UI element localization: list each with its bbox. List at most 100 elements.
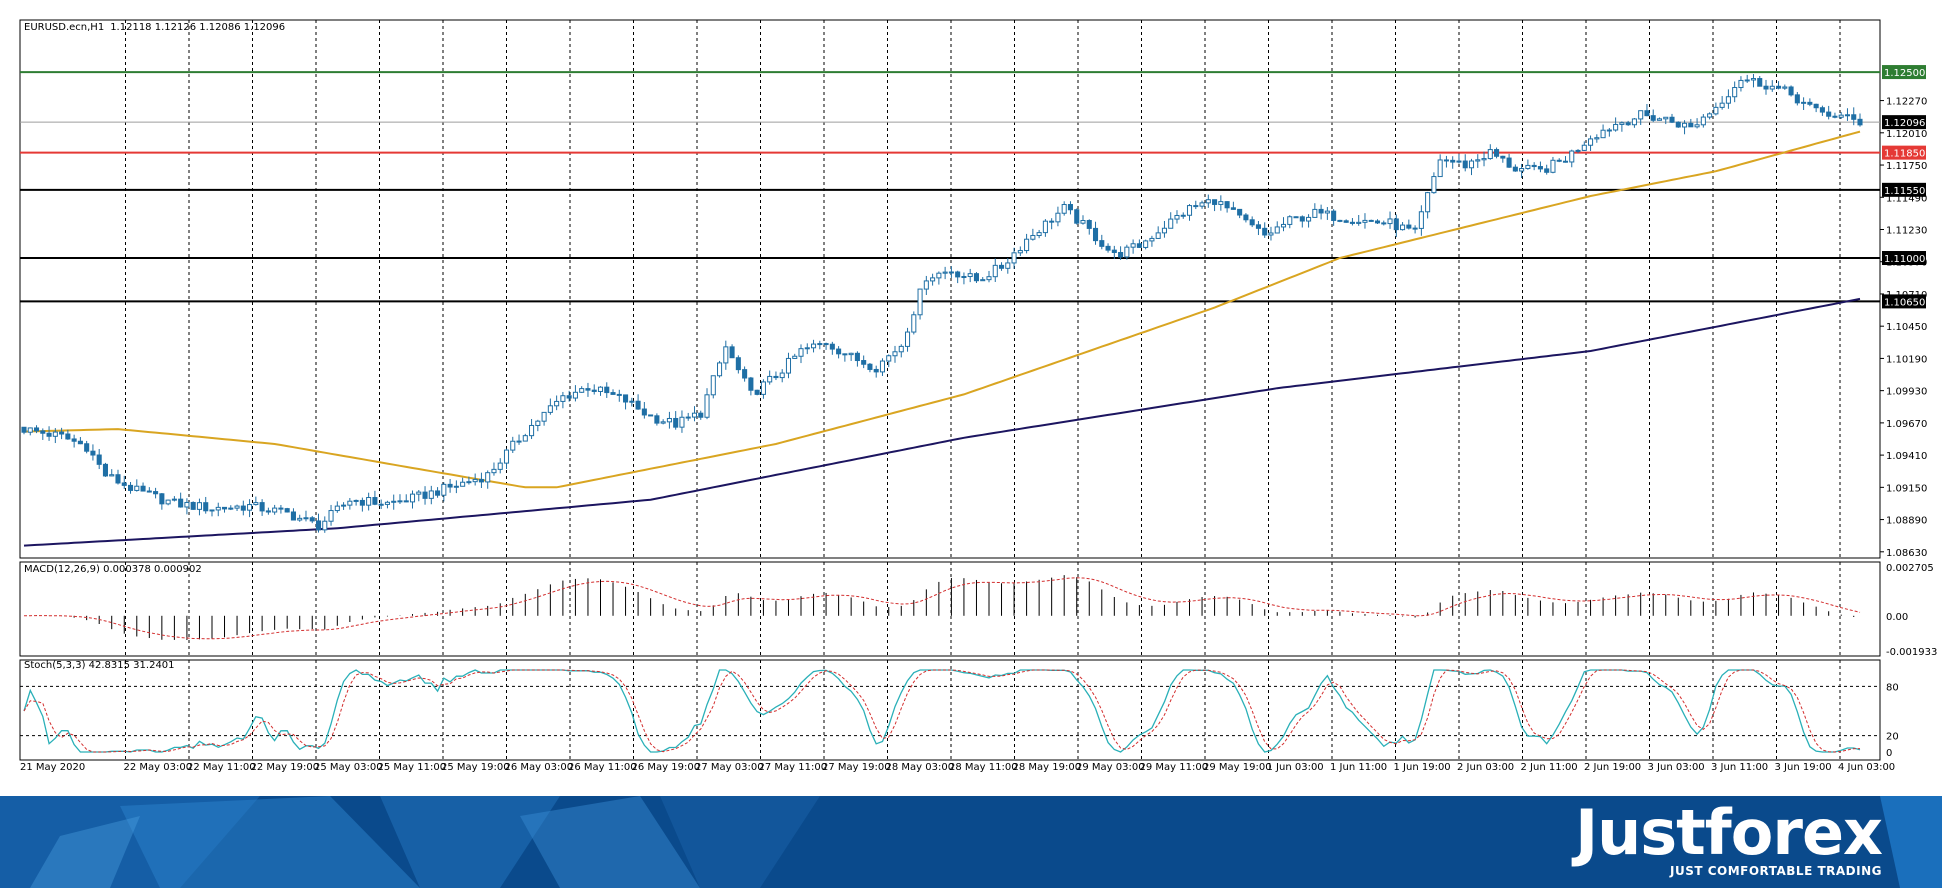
- candle-body: [1036, 232, 1042, 237]
- candle-body: [1682, 122, 1688, 128]
- candle-body: [435, 490, 441, 496]
- brand-logo: Justforex: [1575, 796, 1883, 869]
- candle-body: [1381, 222, 1387, 225]
- candle-body: [472, 478, 478, 483]
- price-level-tag: [1882, 294, 1926, 309]
- candle-body: [1055, 212, 1061, 223]
- candle-body: [1400, 224, 1406, 231]
- y-tick-label: 1.09410: [1886, 451, 1927, 462]
- candle-body: [121, 482, 127, 486]
- candle-body: [1074, 209, 1080, 224]
- candle-body: [447, 483, 453, 488]
- candle-body: [1092, 227, 1099, 242]
- candle-body: [366, 497, 372, 506]
- y-tick-label: 1.11750: [1886, 161, 1927, 172]
- candle-body: [203, 502, 209, 512]
- candle-body: [873, 368, 879, 373]
- candle-body: [422, 491, 428, 499]
- candle-body: [1562, 160, 1569, 163]
- candle-body: [1318, 208, 1324, 214]
- candle-body: [466, 481, 472, 484]
- candle-body: [529, 424, 535, 437]
- candle-body: [1224, 201, 1230, 209]
- candle-body: [541, 411, 547, 422]
- macd-y-tick-label: -0.001933: [1886, 647, 1937, 658]
- candle-body: [409, 493, 416, 503]
- candle-body: [986, 276, 992, 281]
- candle-body: [1769, 85, 1775, 90]
- candle-body: [1255, 224, 1261, 229]
- x-tick-label: 3 Jun 19:00: [1775, 762, 1832, 773]
- candle-body: [1274, 226, 1280, 234]
- candle-body: [1807, 101, 1813, 105]
- candle-body: [1431, 176, 1437, 194]
- candle-body: [1857, 118, 1863, 126]
- y-tick-label: 1.12270: [1886, 97, 1927, 108]
- x-tick-label: 22 May 03:00: [124, 762, 193, 773]
- candle-body: [923, 280, 929, 290]
- candle-body: [829, 343, 835, 350]
- x-tick-label: 2 Jun 03:00: [1457, 762, 1514, 773]
- candle-body: [1851, 114, 1857, 120]
- candle-body: [1312, 208, 1318, 218]
- x-tick-label: 29 May 03:00: [1076, 762, 1145, 773]
- candle-body: [817, 343, 823, 346]
- candle-body: [717, 362, 723, 377]
- candle-body: [604, 386, 610, 394]
- candle-body: [272, 507, 278, 513]
- candle-body: [842, 353, 848, 356]
- candle-body: [729, 346, 735, 359]
- candle-body: [1613, 123, 1619, 131]
- candle-body: [886, 355, 892, 362]
- candle-body: [1331, 210, 1337, 221]
- candle-body: [265, 510, 271, 513]
- candle-body: [1788, 86, 1794, 96]
- candle-body: [998, 264, 1005, 269]
- candle-body: [460, 481, 466, 487]
- candle-body: [1299, 216, 1305, 222]
- stoch-level-label: 0: [1886, 748, 1892, 759]
- candle-body: [503, 449, 510, 464]
- x-tick-label: 1 Jun 03:00: [1267, 762, 1324, 773]
- candle-body: [1362, 219, 1368, 223]
- candle-body: [904, 331, 911, 347]
- candle-body: [654, 415, 660, 424]
- symbol-info: EURUSD.ecn,H1 1.12118 1.12126 1.12086 1.1…: [24, 22, 285, 33]
- candle-body: [510, 440, 516, 451]
- candle-body: [297, 517, 303, 521]
- candle-body: [1287, 216, 1293, 225]
- stoch-panel-frame: [19, 659, 1881, 761]
- candle-body: [773, 375, 779, 379]
- candle-body: [961, 276, 967, 279]
- candle-body: [46, 432, 52, 437]
- x-tick-label: 27 May 19:00: [822, 762, 891, 773]
- candle-body: [1750, 78, 1757, 81]
- candle-body: [760, 381, 766, 395]
- candle-body: [1688, 122, 1694, 128]
- candle-body: [284, 508, 290, 513]
- candle-body: [1437, 159, 1443, 178]
- candle-body: [315, 520, 322, 531]
- candle-body: [391, 500, 397, 503]
- candle-body: [1606, 129, 1612, 132]
- candle-body: [397, 500, 403, 503]
- candle-body: [679, 416, 685, 428]
- candle-body: [1011, 252, 1017, 264]
- candle-body: [347, 500, 353, 506]
- y-tick-label: 1.10190: [1886, 354, 1927, 365]
- candle-body: [1519, 168, 1525, 172]
- candle-body: [1675, 121, 1681, 128]
- stoch-level-label: 80: [1886, 682, 1899, 693]
- current-price-label: 1.12096: [1884, 118, 1925, 129]
- x-tick-label: 25 May 03:00: [314, 762, 383, 773]
- candle-body: [96, 454, 102, 465]
- candle-body: [1118, 251, 1124, 258]
- candle-body: [1475, 159, 1481, 162]
- candle-body: [1832, 115, 1838, 118]
- candle-body: [1024, 238, 1030, 252]
- candle-body: [1105, 245, 1111, 251]
- candle-body: [1005, 262, 1011, 269]
- candle-body: [1149, 237, 1155, 242]
- candle-body: [1588, 138, 1594, 146]
- candle-body: [1099, 240, 1105, 247]
